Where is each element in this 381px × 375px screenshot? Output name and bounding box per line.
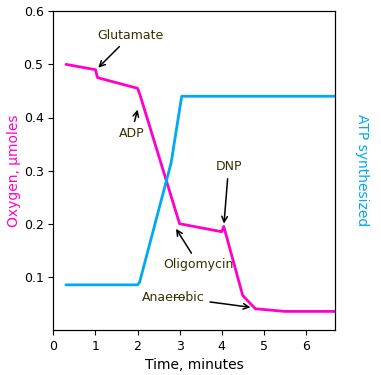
- Y-axis label: Oxygen, μmoles: Oxygen, μmoles: [7, 114, 21, 227]
- Text: —: —: [172, 291, 184, 304]
- Text: Anaerobic: Anaerobic: [142, 291, 249, 309]
- Text: Oligomycin: Oligomycin: [163, 230, 234, 271]
- Text: Glutamate: Glutamate: [98, 29, 164, 66]
- X-axis label: Time, minutes: Time, minutes: [145, 358, 244, 372]
- Text: ADP: ADP: [118, 111, 144, 140]
- Text: DNP: DNP: [215, 160, 242, 222]
- Y-axis label: ATP synthesized: ATP synthesized: [355, 114, 369, 227]
